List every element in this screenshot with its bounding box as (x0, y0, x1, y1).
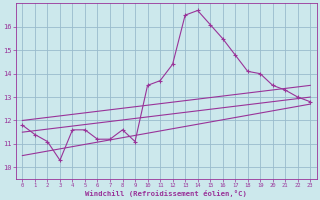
X-axis label: Windchill (Refroidissement éolien,°C): Windchill (Refroidissement éolien,°C) (85, 190, 247, 197)
